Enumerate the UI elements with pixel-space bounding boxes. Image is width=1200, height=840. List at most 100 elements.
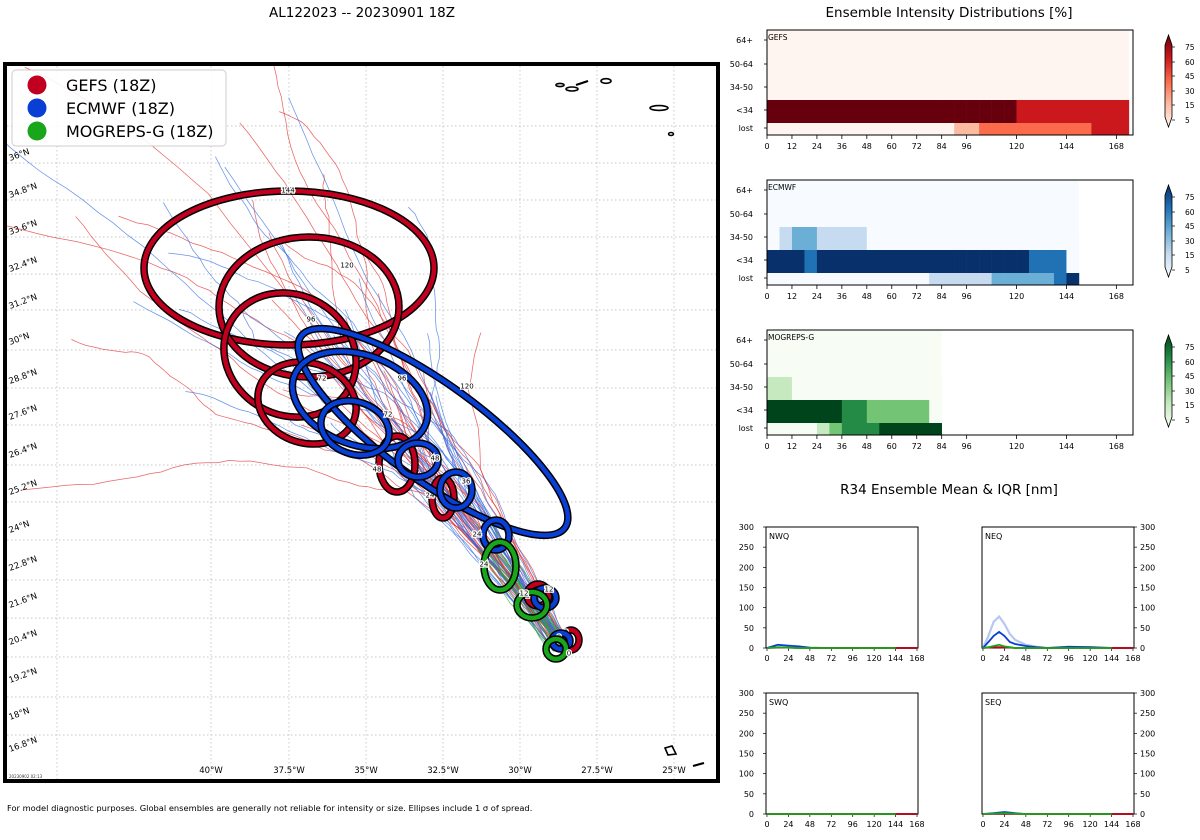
x-tick-label: 168 [1125,820,1140,829]
heatmap-row-label: 64+ [736,336,753,345]
lat-label: 33.6°N [8,218,39,238]
r34-title: R34 Ensemble Mean & IQR [nm] [840,482,1058,498]
y-tick-label: 50 [1140,790,1150,799]
heatmap-cell [991,123,1005,135]
heatmap-mogreps-g: MOGREPS-G 64+ 50-64 34-50 <34 lost 0 12 24 36 48 60… [730,329,1195,451]
heatmap-cell [904,250,918,273]
x-tick-label: 72 [826,654,836,663]
heatmap-cell [854,423,868,435]
heatmap-row-label: <34 [736,406,753,415]
x-tick-label: 96 [962,142,972,151]
lon-label: 32.5°W [427,766,459,776]
heatmap-cell [916,100,930,123]
heatmap-cell [1029,250,1042,273]
x-tick-label: 48 [1021,654,1031,663]
y-tick-label: 50 [1140,624,1150,633]
heatmap-cell [854,273,868,285]
x-tick-label: 12 [787,142,797,151]
heatmap-cell [891,400,905,423]
heatmap-cell [767,377,780,400]
heatmap-cell [804,377,818,400]
heatmap-cell [991,250,1005,273]
x-tick-label: 48 [862,292,872,301]
map-legend: GEFS (18Z) ECMWF (18Z) MOGREPS-G (18Z) [11,69,227,147]
legend-label-gefs: GEFS (18Z) [66,76,156,95]
colorbar-tick-label: 75 [1185,343,1195,352]
lat-label: 22.8°N [8,554,39,574]
forecast-ellipse [141,188,437,348]
heatmap-cell [841,123,855,135]
heatmap-cell [879,273,893,285]
y-tick-label: 0 [749,810,754,819]
heatmap-cell [904,227,918,250]
heatmap-cell [954,227,967,250]
heatmap-cell [954,100,967,123]
x-tick-label: 120 [867,820,882,829]
heatmap-cell [1066,227,1080,250]
heatmap-cell [954,250,967,273]
r34-panel-swq: SWQ 300 250 200 150 100 50 0 0 24 48 72 96 120 144 168 [739,689,925,829]
heatmap-cell [779,400,793,423]
y-tick-label: 50 [744,624,754,633]
heatmap-cell [829,100,843,123]
x-tick-label: 60 [887,442,897,451]
heatmap-cell [767,123,780,135]
x-tick-label: 0 [764,442,769,451]
r34-panel-neq: NEQ 300 250 200 150 100 50 0 0 24 48 72 96 120 144 168 [980,523,1155,663]
heatmap-cell [916,123,930,135]
x-tick-label: 0 [764,654,769,663]
ellipse-hour-label: 0 [567,650,571,658]
heatmap-cell [866,227,880,250]
heatmap-cell [816,250,830,273]
y-tick-label: 250 [1140,543,1155,552]
heatmap-cell [1053,273,1067,285]
ellipse-hour-label: 36 [462,478,471,486]
heatmap-cell [767,203,1079,227]
heatmap-cell [916,250,930,273]
heatmap-cell [804,400,818,423]
ensemble-track [133,301,560,645]
x-tick-label: 144 [888,654,903,663]
y-tick-label: 300 [1140,689,1155,698]
y-tick-label: 150 [1140,750,1155,759]
heatmap-cell [816,377,830,400]
heatmap-cell [904,123,918,135]
heatmap-cell [1103,100,1117,123]
x-tick-label: 0 [764,292,769,301]
ellipse-hour-label: 96 [398,375,407,383]
heatmap-label: GEFS [768,33,788,42]
legend-label-ecmwf: ECMWF (18Z) [66,99,175,118]
y-tick-label: 100 [1140,770,1155,779]
heatmap-cell [1053,100,1067,123]
x-tick-label: 144 [1059,442,1074,451]
x-tick-label: 24 [812,292,822,301]
heatmap-cell [829,400,843,423]
y-tick-label: 100 [739,604,754,613]
heatmap-cell [816,100,830,123]
ellipse-hour-label: 96 [307,316,316,324]
heatmap-cell [891,377,905,400]
x-tick-label: 168 [1109,292,1124,301]
x-tick-label: 168 [909,654,924,663]
heatmap-cell [816,423,830,435]
x-tick-label: 72 [912,442,922,451]
y-tick-label: 150 [1140,584,1155,593]
heatmap-cell [767,30,1129,53]
heatmap-cell [767,227,780,250]
x-tick-label: 96 [848,654,858,663]
colorbar-tick-label: 60 [1185,58,1195,67]
heatmap-cell [779,227,793,250]
lon-label: 25°W [662,766,686,776]
heatmap-cell [916,377,930,400]
heatmap-cell [791,423,805,435]
y-tick-label: 150 [739,584,754,593]
heatmap-cell [979,273,992,285]
ellipse-hour-label: 24 [426,492,435,500]
ensemble-track [333,335,556,640]
colorbar-tick-label: 45 [1185,372,1195,381]
heatmap-cell [767,353,942,377]
lat-label: 25.2°N [8,478,39,498]
heatmap-cell [941,250,955,273]
heatmap-cell [904,100,918,123]
